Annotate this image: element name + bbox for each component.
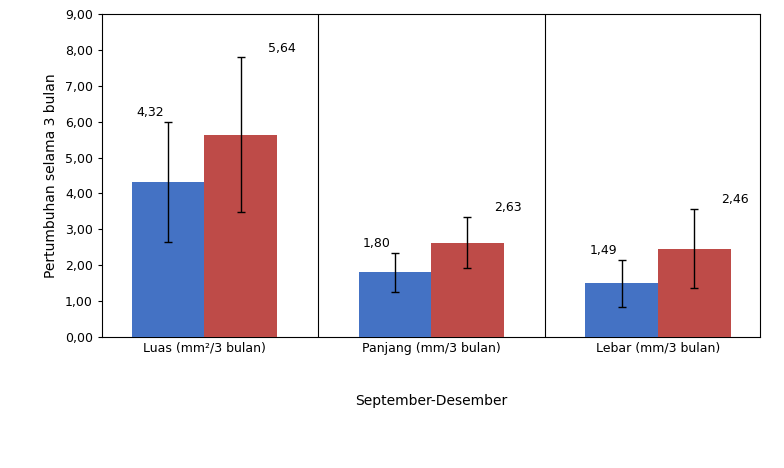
Bar [586, 284, 658, 337]
Bar [658, 249, 731, 337]
Bar [132, 182, 205, 337]
Text: 4,32: 4,32 [136, 106, 164, 119]
Text: 1,49: 1,49 [590, 244, 617, 257]
Text: 5,64: 5,64 [267, 42, 296, 55]
Bar [431, 242, 504, 337]
Text: 2,46: 2,46 [721, 193, 749, 206]
Text: 2,63: 2,63 [495, 201, 522, 214]
Text: 1,80: 1,80 [363, 237, 390, 250]
Y-axis label: Pertumbuhan selama 3 bulan: Pertumbuhan selama 3 bulan [44, 73, 58, 278]
X-axis label: September-Desember: September-Desember [355, 394, 507, 408]
Bar [205, 135, 277, 337]
Bar [358, 272, 431, 337]
